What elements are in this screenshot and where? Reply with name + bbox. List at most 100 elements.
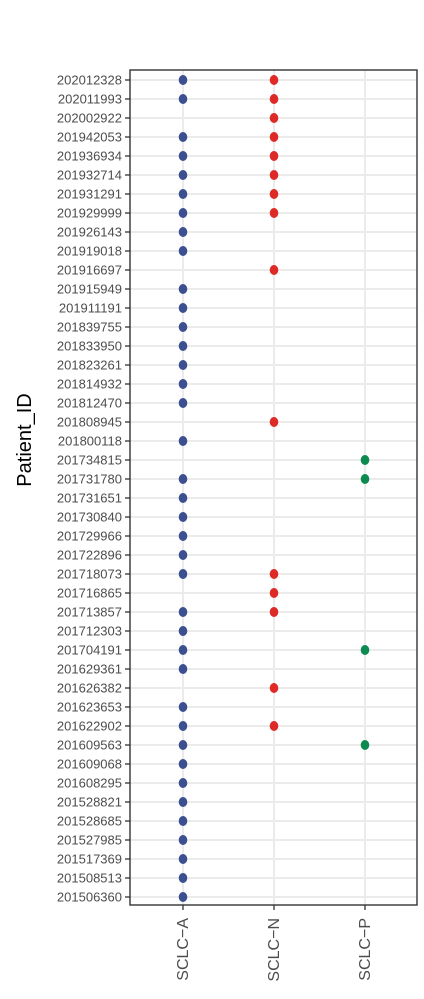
data-point: [178, 531, 188, 541]
y-tick-label: 201712303: [57, 624, 122, 639]
data-point: [178, 170, 188, 180]
data-point: [269, 607, 279, 617]
y-tick-label: 201926143: [57, 225, 122, 240]
data-point: [178, 341, 188, 351]
data-point: [178, 360, 188, 370]
y-tick-label: 201812470: [57, 396, 122, 411]
y-tick-label: 201839755: [57, 320, 122, 335]
data-point: [178, 569, 188, 579]
data-point: [178, 702, 188, 712]
y-tick-label: 201808945: [57, 415, 122, 430]
data-point: [178, 664, 188, 674]
data-point: [269, 75, 279, 85]
y-tick-label: 201713857: [57, 605, 122, 620]
y-tick-label: 201915949: [57, 282, 122, 297]
y-tick-label: 201734815: [57, 453, 122, 468]
y-tick-label: 201609068: [57, 757, 122, 772]
data-point: [178, 892, 188, 902]
data-point: [269, 113, 279, 123]
data-point: [269, 208, 279, 218]
data-point: [269, 94, 279, 104]
y-tick-label: 201919018: [57, 244, 122, 259]
y-tick-label: 202011993: [58, 92, 122, 107]
data-point: [178, 303, 188, 313]
y-tick-label: 201716865: [57, 586, 122, 601]
data-point: [178, 284, 188, 294]
data-point: [178, 75, 188, 85]
y-tick-label: 201911191: [59, 301, 122, 316]
data-point: [360, 645, 370, 655]
data-point: [178, 227, 188, 237]
y-tick-label: 201622902: [57, 719, 122, 734]
data-point: [178, 835, 188, 845]
data-point: [178, 778, 188, 788]
x-tick-label: SCLC−N: [266, 918, 283, 982]
data-point: [178, 189, 188, 199]
data-point: [269, 569, 279, 579]
y-tick-label: 202002922: [57, 111, 122, 126]
data-point: [178, 94, 188, 104]
data-point: [360, 474, 370, 484]
data-point: [269, 151, 279, 161]
y-tick-label: 201800118: [58, 434, 122, 449]
y-tick-label: 201704191: [57, 643, 122, 658]
data-point: [178, 626, 188, 636]
y-tick-label: 201722896: [57, 548, 122, 563]
data-point: [178, 721, 188, 731]
data-point: [178, 246, 188, 256]
data-point: [178, 474, 188, 484]
data-point: [178, 493, 188, 503]
y-tick-label: 201931291: [57, 187, 122, 202]
data-point: [178, 740, 188, 750]
data-point: [178, 873, 188, 883]
data-point: [269, 417, 279, 427]
data-point: [178, 436, 188, 446]
y-tick-label: 201517369: [57, 852, 122, 867]
data-point: [178, 208, 188, 218]
data-point: [178, 512, 188, 522]
y-tick-label: 201932714: [57, 168, 122, 183]
data-point: [360, 740, 370, 750]
data-point: [178, 398, 188, 408]
y-tick-label: 201609563: [57, 738, 122, 753]
x-tick-label: SCLC−P: [357, 918, 374, 981]
y-tick-label: 201823261: [57, 358, 122, 373]
data-point: [178, 550, 188, 560]
y-tick-label: 201527985: [57, 833, 122, 848]
data-point: [269, 170, 279, 180]
data-point: [360, 455, 370, 465]
data-point: [178, 645, 188, 655]
data-point: [178, 379, 188, 389]
data-point: [269, 265, 279, 275]
data-point: [178, 151, 188, 161]
y-tick-label: 201731780: [57, 472, 122, 487]
y-tick-label: 201929999: [57, 206, 122, 221]
data-points: [178, 75, 370, 902]
y-tick-label: 201729966: [57, 529, 122, 544]
y-tick-label: 201814932: [57, 377, 122, 392]
data-point: [269, 189, 279, 199]
y-tick-label: 201731651: [57, 491, 122, 506]
data-point: [269, 721, 279, 731]
y-tick-label: 202012328: [57, 73, 122, 88]
data-point: [178, 854, 188, 864]
y-tick-label: 201528821: [57, 795, 122, 810]
y-tick-label: 201936934: [57, 149, 122, 164]
data-point: [178, 797, 188, 807]
y-tick-label: 201623653: [57, 700, 122, 715]
data-point: [269, 132, 279, 142]
y-tick-label: 201626382: [57, 681, 122, 696]
y-tick-label: 201608295: [57, 776, 122, 791]
data-point: [178, 816, 188, 826]
y-axis: 202012328 202011993 202002922 201942053 2019…: [57, 73, 130, 905]
y-tick-label: 201730840: [57, 510, 122, 525]
data-point: [178, 322, 188, 332]
y-tick-label: 201916697: [57, 263, 122, 278]
y-axis-title: Patient_ID: [14, 393, 36, 486]
y-tick-label: 201528685: [57, 814, 122, 829]
y-tick-label: 201508513: [57, 871, 122, 886]
x-axis: SCLC−A SCLC−N SCLC−P: [175, 905, 374, 982]
y-tick-label: 201506360: [57, 890, 122, 905]
y-tick-label: 201629361: [57, 662, 122, 677]
